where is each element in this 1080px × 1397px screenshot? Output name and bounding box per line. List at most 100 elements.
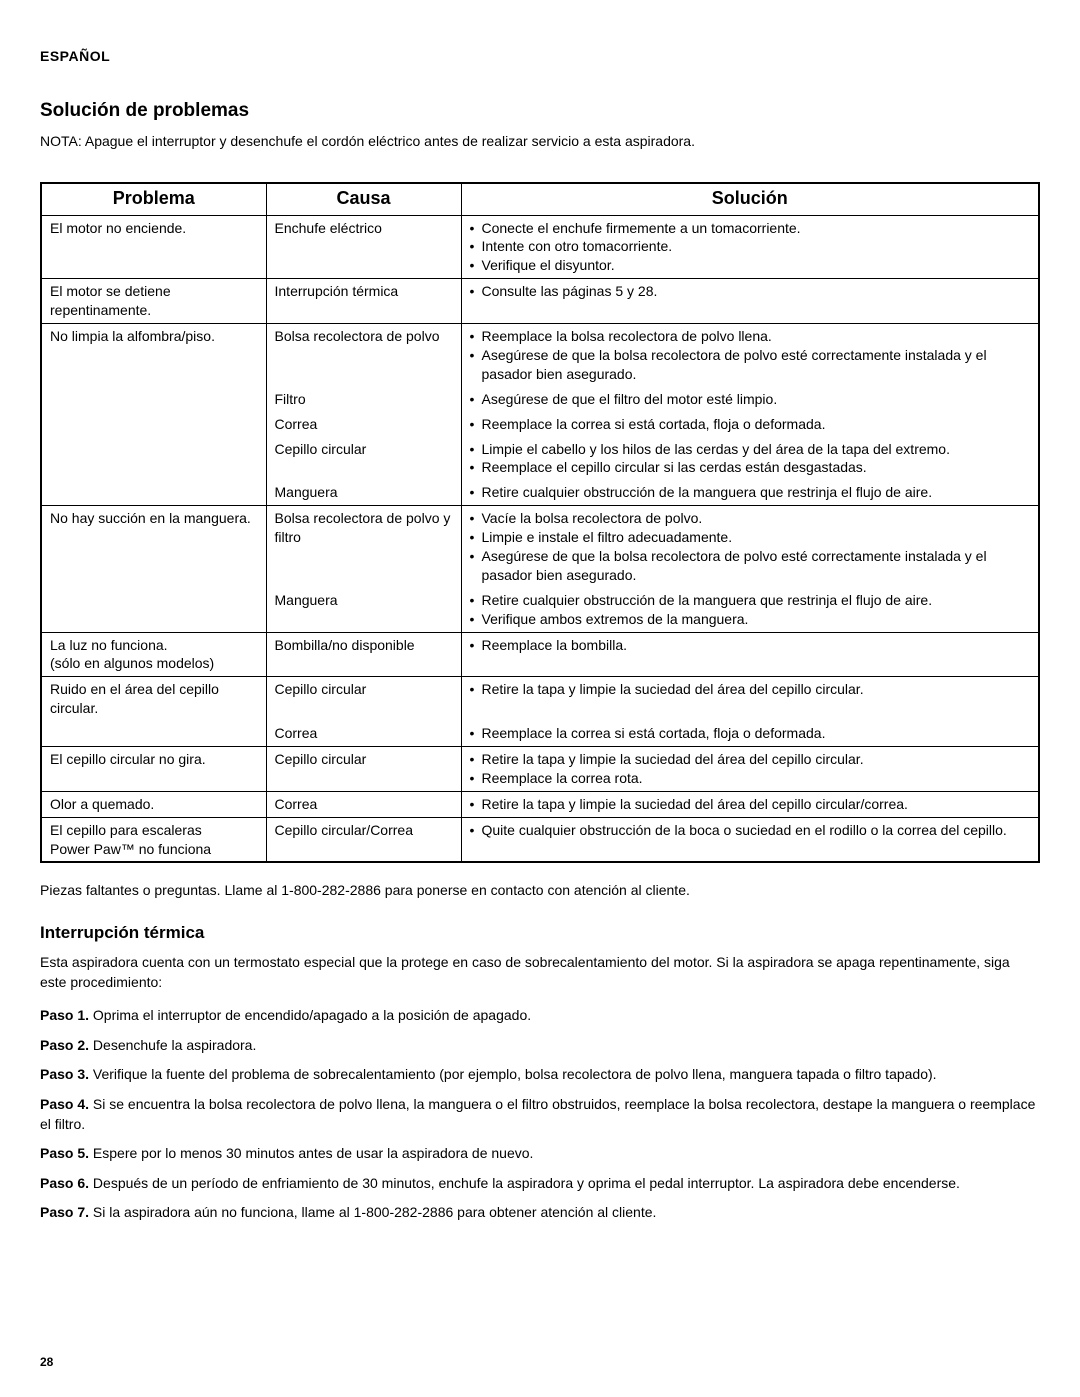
solution-item: Retire cualquier obstrucción de la mangu…	[470, 591, 1031, 610]
solution-item: Vacíe la bolsa recolectora de polvo.	[470, 509, 1031, 528]
cell-cause: Bolsa recolectora de polvo	[266, 324, 461, 387]
step: Paso 5. Espere por lo menos 30 minutos a…	[40, 1144, 1040, 1164]
cell-cause: Cepillo circular	[266, 437, 461, 481]
solution-item: Intente con otro tomacorriente.	[470, 237, 1031, 256]
cell-problem	[41, 387, 266, 412]
cell-solution: Consulte las páginas 5 y 28.	[461, 279, 1039, 324]
table-row: Cepillo circular Limpie el cabello y los …	[41, 437, 1039, 481]
cell-solution: Conecte el enchufe firmemente a un tomac…	[461, 215, 1039, 279]
cell-cause: Manguera	[266, 588, 461, 632]
solution-list: Quite cualquier obstrucción de la boca o…	[470, 821, 1031, 840]
cell-solution: Retire cualquier obstrucción de la mangu…	[461, 480, 1039, 505]
table-row: FiltroAsegúrese de que el filtro del mot…	[41, 387, 1039, 412]
cell-cause: Correa	[266, 721, 461, 746]
table-row: Ruido en el área del cepillo circular.Ce…	[41, 677, 1039, 721]
step-label: Paso 7.	[40, 1204, 89, 1220]
solution-item: Limpie e instale el filtro adecuadamente…	[470, 528, 1031, 547]
solution-list: Reemplace la bombilla.	[470, 636, 1031, 655]
table-row: El cepillo circular no gira.Cepillo circ…	[41, 746, 1039, 791]
page-root: ESPAÑOL Solución de problemas NOTA: Apag…	[0, 0, 1080, 1397]
table-row: Correa Reemplace la correa si está cortad…	[41, 412, 1039, 437]
solution-item: Retire la tapa y limpie la suciedad del …	[470, 680, 1031, 699]
cell-solution: Quite cualquier obstrucción de la boca o…	[461, 817, 1039, 862]
solution-list: Reemplace la correa si está cortada, flo…	[470, 415, 1031, 434]
solution-list: Retire la tapa y limpie la suciedad del …	[470, 680, 1031, 699]
solution-item: Asegúrese de que el filtro del motor est…	[470, 390, 1031, 409]
solution-item: Verifique ambos extremos de la manguera.	[470, 610, 1031, 629]
header-problem: Problema	[41, 183, 266, 216]
solution-item: Quite cualquier obstrucción de la boca o…	[470, 821, 1031, 840]
solution-list: Asegúrese de que el filtro del motor est…	[470, 390, 1031, 409]
cell-solution: Reemplace la bolsa recolectora de polvo …	[461, 324, 1039, 387]
cell-problem: El motor se detiene repentinamente.	[41, 279, 266, 324]
solution-list: Reemplace la bolsa recolectora de polvo …	[470, 327, 1031, 384]
after-table-text: Piezas faltantes o preguntas. Llame al 1…	[40, 881, 1040, 901]
cell-problem	[41, 437, 266, 481]
cell-cause: Enchufe eléctrico	[266, 215, 461, 279]
solution-item: Consulte las páginas 5 y 28.	[470, 282, 1031, 301]
step-label: Paso 2.	[40, 1037, 89, 1053]
solution-item: Verifique el disyuntor.	[470, 256, 1031, 275]
solution-item: Retire cualquier obstrucción de la mangu…	[470, 483, 1031, 502]
step-label: Paso 3.	[40, 1066, 89, 1082]
table-body: El motor no enciende.Enchufe eléctrico Co…	[41, 215, 1039, 862]
troubleshooting-table: Problema Causa Solución El motor no enci…	[40, 182, 1040, 864]
solution-item: Conecte el enchufe firmemente a un tomac…	[470, 219, 1031, 238]
cell-problem: La luz no funciona.(sólo en algunos mode…	[41, 632, 266, 677]
solution-item: Reemplace la bolsa recolectora de polvo …	[470, 327, 1031, 346]
step: Paso 3. Verifique la fuente del problema…	[40, 1065, 1040, 1085]
cell-problem: Olor a quemado.	[41, 791, 266, 817]
step: Paso 7. Si la aspiradora aún no funciona…	[40, 1203, 1040, 1223]
solution-list: Conecte el enchufe firmemente a un tomac…	[470, 219, 1031, 276]
header-solution: Solución	[461, 183, 1039, 216]
cell-cause: Manguera	[266, 480, 461, 505]
cell-cause: Correa	[266, 412, 461, 437]
subsection-title: Interrupción térmica	[40, 923, 1040, 943]
cell-problem: El motor no enciende.	[41, 215, 266, 279]
solution-list: Retire la tapa y limpie la suciedad del …	[470, 750, 1031, 788]
cell-solution: Retire la tapa y limpie la suciedad del …	[461, 677, 1039, 721]
cell-problem: No hay succión en la manguera.	[41, 506, 266, 588]
table-row: No hay succión en la manguera.Bolsa reco…	[41, 506, 1039, 588]
step: Paso 6. Después de un período de enfriam…	[40, 1174, 1040, 1194]
solution-item: Asegúrese de que la bolsa recolectora de…	[470, 346, 1031, 384]
header-cause: Causa	[266, 183, 461, 216]
solution-item: Reemplace la correa si está cortada, flo…	[470, 724, 1031, 743]
solution-item: Retire la tapa y limpie la suciedad del …	[470, 750, 1031, 769]
table-row: Correa Reemplace la correa si está cortad…	[41, 721, 1039, 746]
table-row: El cepillo para escalerasPower Paw™ no f…	[41, 817, 1039, 862]
note-text: NOTA: Apague el interruptor y desenchufe…	[40, 132, 1040, 152]
cell-cause: Bombilla/no disponible	[266, 632, 461, 677]
cell-solution: Retire la tapa y limpie la suciedad del …	[461, 791, 1039, 817]
cell-solution: Reemplace la bombilla.	[461, 632, 1039, 677]
solution-item: Reemplace la correa rota.	[470, 769, 1031, 788]
cell-solution: Limpie el cabello y los hilos de las cer…	[461, 437, 1039, 481]
solution-item: Retire la tapa y limpie la suciedad del …	[470, 795, 1031, 814]
step: Paso 4. Si se encuentra la bolsa recolec…	[40, 1095, 1040, 1134]
cell-cause: Bolsa recolectora de polvo y filtro	[266, 506, 461, 588]
solution-list: Limpie el cabello y los hilos de las cer…	[470, 440, 1031, 478]
solution-list: Retire cualquier obstrucción de la mangu…	[470, 591, 1031, 629]
step: Paso 2. Desenchufe la aspiradora.	[40, 1036, 1040, 1056]
table-header: Problema Causa Solución	[41, 183, 1039, 216]
cell-problem: El cepillo circular no gira.	[41, 746, 266, 791]
intro-paragraph: Esta aspiradora cuenta con un termostato…	[40, 953, 1040, 992]
table-row: El motor se detiene repentinamente.Inter…	[41, 279, 1039, 324]
solution-list: Retire la tapa y limpie la suciedad del …	[470, 795, 1031, 814]
solution-item: Reemplace la bombilla.	[470, 636, 1031, 655]
step-label: Paso 1.	[40, 1007, 89, 1023]
cell-problem: El cepillo para escalerasPower Paw™ no f…	[41, 817, 266, 862]
solution-item: Reemplace el cepillo circular si las cer…	[470, 458, 1031, 477]
language-header: ESPAÑOL	[40, 48, 1040, 64]
cell-problem	[41, 412, 266, 437]
table-row: Olor a quemado.CorreaRetire la tapa y li…	[41, 791, 1039, 817]
step: Paso 1. Oprima el interruptor de encendi…	[40, 1006, 1040, 1026]
cell-solution: Retire cualquier obstrucción de la mangu…	[461, 588, 1039, 632]
solution-item: Limpie el cabello y los hilos de las cer…	[470, 440, 1031, 459]
table-row: No limpia la alfombra/piso.Bolsa recolec…	[41, 324, 1039, 387]
solution-list: Retire cualquier obstrucción de la mangu…	[470, 483, 1031, 502]
cell-problem: Ruido en el área del cepillo circular.	[41, 677, 266, 721]
solution-item: Asegúrese de que la bolsa recolectora de…	[470, 547, 1031, 585]
cell-cause: Cepillo circular/Correa	[266, 817, 461, 862]
step-label: Paso 5.	[40, 1145, 89, 1161]
